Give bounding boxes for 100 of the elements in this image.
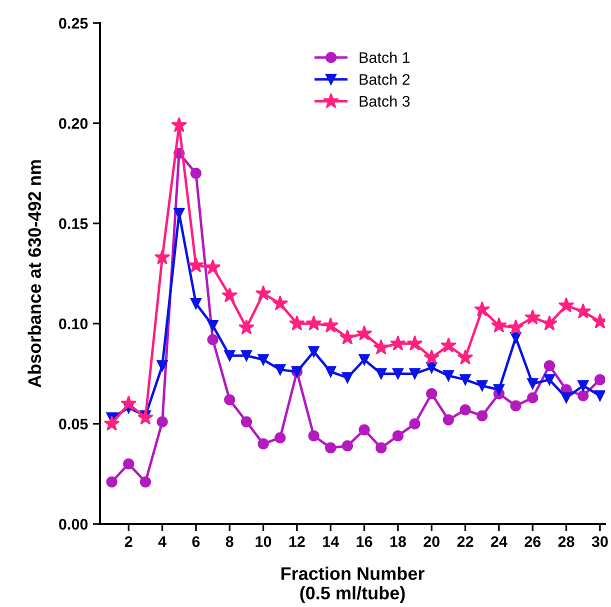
point [190, 168, 202, 179]
point [527, 378, 538, 390]
x-tick-label: 18 [390, 536, 406, 548]
point [476, 410, 488, 422]
point [390, 335, 406, 351]
point [356, 325, 372, 340]
point [306, 315, 322, 330]
point [171, 116, 188, 132]
point [120, 395, 137, 411]
legend-label: Batch 3 [360, 96, 410, 107]
point [392, 430, 404, 442]
point [460, 374, 471, 386]
point [460, 404, 471, 416]
point [527, 392, 538, 404]
point [207, 334, 218, 346]
point [440, 337, 456, 353]
point [426, 388, 438, 400]
y-tick-label: 0.00 [59, 518, 88, 530]
point [426, 362, 438, 374]
point [594, 374, 605, 386]
x-tick-label: 22 [457, 536, 474, 547]
point [575, 303, 592, 318]
point [508, 319, 524, 334]
point [190, 298, 202, 310]
point [524, 309, 541, 324]
legend-label: Batch 1 [360, 52, 410, 63]
point [140, 476, 152, 488]
point [424, 349, 440, 365]
point [154, 249, 170, 264]
x-tick-label: 20 [424, 536, 440, 548]
point [376, 442, 387, 454]
point [339, 329, 356, 345]
y-tick-label: 0.15 [59, 218, 88, 230]
point [541, 315, 558, 330]
point [560, 392, 572, 404]
point [207, 320, 218, 332]
x-tick-label: 16 [356, 536, 372, 548]
x-tick-label: 2 [124, 536, 132, 547]
point [342, 372, 354, 384]
point [238, 319, 254, 334]
point [544, 374, 556, 386]
y-axis-title: Absorbance at 630-492 nm [28, 160, 42, 388]
point [204, 259, 221, 274]
point [325, 442, 336, 454]
point [137, 409, 154, 425]
x-tick-label: 8 [226, 536, 234, 548]
x-tick-label: 6 [192, 536, 200, 548]
point [308, 346, 320, 358]
x-tick-label: 10 [256, 536, 272, 548]
point [544, 360, 556, 372]
point [493, 384, 505, 396]
x-tick-label: 24 [490, 536, 508, 547]
point [578, 380, 589, 392]
point [558, 297, 574, 312]
y-tick-label: 0.20 [59, 118, 88, 129]
point [358, 354, 370, 366]
point [322, 317, 339, 332]
x-tick-label: 12 [289, 536, 305, 547]
point [156, 416, 168, 428]
point [490, 317, 507, 332]
point [457, 349, 474, 365]
point [255, 285, 272, 300]
point [258, 438, 269, 450]
point [373, 339, 390, 355]
point [240, 350, 252, 362]
point [288, 315, 305, 330]
point [406, 335, 423, 351]
x-axis-title: Fraction Number (0.5 ml/tube) [281, 566, 424, 603]
point [308, 430, 320, 442]
point [274, 432, 286, 444]
point [272, 295, 288, 310]
point [156, 360, 168, 372]
point [376, 368, 387, 380]
point [476, 380, 488, 392]
point [274, 364, 286, 376]
y-tick-label: 0.25 [59, 18, 88, 29]
x-tick-label: 14 [323, 536, 340, 547]
point [409, 418, 420, 430]
point [442, 414, 454, 426]
point [392, 368, 404, 380]
x-tick-label: 4 [158, 536, 166, 547]
point [594, 390, 605, 402]
y-tick-label: 0.05 [59, 418, 88, 430]
point [106, 476, 118, 488]
point [342, 440, 354, 452]
point [222, 287, 238, 302]
point [224, 350, 236, 362]
point [123, 458, 134, 470]
point [474, 301, 490, 316]
point [240, 416, 252, 428]
point [409, 368, 420, 380]
y-tick-label: 0.10 [59, 318, 88, 330]
point [510, 400, 522, 412]
point [188, 257, 204, 272]
point [258, 354, 269, 366]
point [578, 390, 589, 402]
point [224, 394, 236, 406]
point [104, 415, 120, 431]
x-tick-label: 28 [558, 536, 574, 548]
point [358, 424, 370, 436]
